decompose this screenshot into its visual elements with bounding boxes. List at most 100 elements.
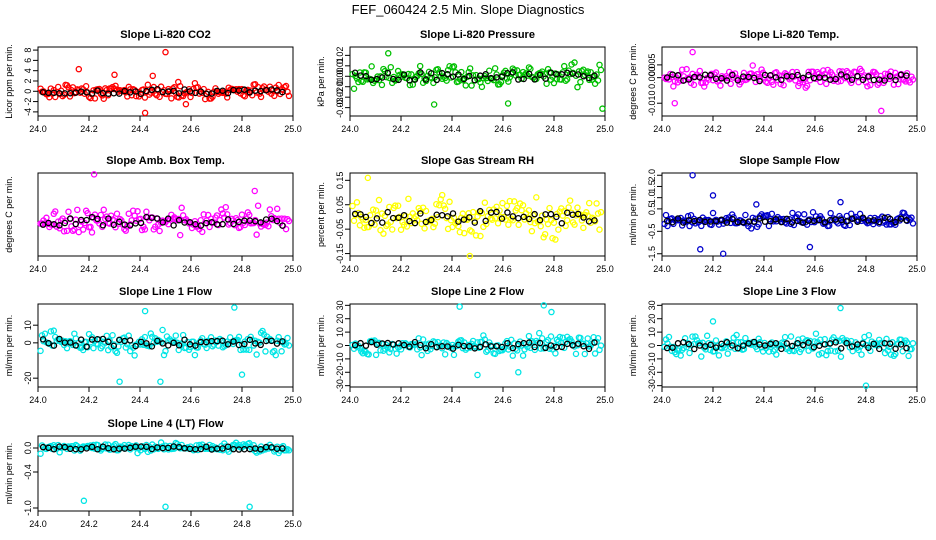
x-tick-label: 24.0	[653, 395, 671, 405]
data-point-black	[143, 443, 150, 451]
data-point	[141, 226, 149, 233]
data-point	[266, 206, 274, 213]
data-point	[665, 333, 673, 341]
data-point-black	[197, 445, 205, 453]
data-point	[461, 229, 468, 237]
data-point-outlier	[75, 65, 83, 73]
data-point	[540, 234, 547, 241]
data-point-black	[246, 336, 254, 344]
data-point-black	[870, 76, 878, 84]
data-point-black	[105, 338, 112, 346]
data-point	[156, 227, 163, 235]
x-tick-label: 25.0	[284, 519, 302, 529]
x-tick-label: 25.0	[284, 395, 302, 405]
x-tick-label: 24.8	[857, 395, 875, 405]
data-point	[795, 211, 802, 218]
data-point	[386, 349, 393, 356]
data-point	[837, 353, 845, 360]
data-point-black	[422, 344, 430, 352]
panel-8: Slope Line 2 Flow 24.0 24.2 24.4 24.6 24.8 25.…	[316, 286, 614, 405]
data-point	[506, 197, 514, 205]
data-point	[572, 350, 580, 358]
y-tick-label: 2	[23, 78, 33, 83]
data-point	[734, 338, 742, 346]
data-point-black	[154, 215, 161, 222]
x-tick-label: 24.0	[29, 124, 47, 134]
data-point-black	[669, 344, 676, 351]
data-point-outlier	[157, 378, 164, 385]
data-point-outlier	[430, 101, 438, 108]
data-point-black	[870, 217, 878, 224]
data-point	[207, 334, 215, 341]
data-point	[563, 217, 571, 224]
data-point-black	[449, 210, 457, 217]
data-point-outlier	[174, 78, 182, 86]
data-point-outlier	[837, 198, 844, 206]
data-point	[441, 351, 449, 358]
y-tick-label: 6	[23, 58, 33, 63]
data-point-outlier	[238, 371, 246, 378]
data-point	[284, 334, 291, 342]
x-tick-label: 24.2	[80, 519, 98, 529]
data-point	[724, 350, 732, 357]
y-tick-label: -0.03	[335, 97, 345, 118]
data-point	[712, 337, 720, 344]
data-point	[387, 63, 395, 71]
data-point	[755, 221, 762, 228]
x-tick-label: 24.6	[494, 395, 512, 405]
data-point	[144, 81, 152, 89]
data-point-black	[843, 73, 850, 80]
data-point-outlier	[504, 100, 512, 107]
data-point-black	[197, 88, 205, 95]
data-point-black	[449, 345, 457, 352]
data-point	[535, 329, 543, 337]
data-point	[113, 210, 121, 218]
data-point-black	[273, 340, 281, 347]
data-point	[806, 337, 814, 345]
data-point-black	[723, 339, 731, 346]
data-point-black	[362, 72, 370, 80]
data-point	[65, 208, 72, 216]
data-point-black	[580, 214, 587, 221]
data-point-black	[143, 340, 150, 347]
data-point	[443, 77, 450, 84]
data-point-black	[569, 342, 576, 349]
data-point	[462, 82, 469, 89]
data-point-black	[696, 216, 703, 224]
data-point	[703, 332, 711, 340]
data-point-black	[788, 342, 796, 350]
data-point-black	[273, 87, 281, 94]
data-point-black	[417, 69, 424, 76]
data-point-black	[422, 76, 430, 83]
data-point	[112, 82, 119, 90]
x-tick-label: 24.4	[443, 264, 461, 274]
data-point	[809, 208, 817, 216]
data-point-black	[88, 213, 96, 221]
data-point	[585, 199, 593, 207]
data-point	[698, 353, 705, 360]
panel-9: Slope Line 3 Flow 24.0 24.2 24.4 24.6 24.8 25.…	[628, 286, 926, 405]
data-point	[696, 339, 704, 347]
y-tick-label: 0	[335, 343, 345, 348]
data-point-black	[428, 340, 435, 348]
data-point	[509, 216, 517, 224]
data-point-black	[181, 336, 188, 343]
data-point	[431, 220, 439, 227]
data-point	[596, 61, 603, 69]
data-point	[109, 331, 116, 339]
panel-3: Slope Li-820 Temp. 24.0 24.2 24.4 24.6 24.8 25…	[628, 29, 926, 134]
data-point	[533, 194, 540, 201]
x-tick-label: 25.0	[908, 264, 926, 274]
data-point-black	[591, 217, 598, 224]
data-point	[690, 81, 698, 89]
data-point-outlier	[697, 246, 704, 253]
data-point-black	[175, 90, 183, 97]
y-tick-label: 0.5	[647, 203, 657, 216]
data-point-outlier	[80, 497, 88, 505]
data-point-outlier	[862, 382, 870, 389]
data-point	[886, 343, 893, 351]
data-point	[800, 211, 808, 218]
data-point-black	[740, 342, 747, 349]
data-point-outlier	[719, 250, 727, 258]
data-point-outlier	[149, 72, 156, 80]
